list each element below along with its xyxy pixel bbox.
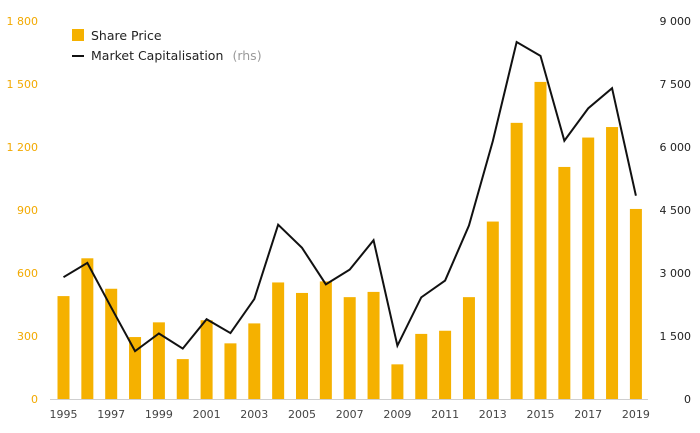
y-right-tick-label: 4 500 — [660, 204, 692, 217]
x-tick-label: 2011 — [431, 408, 459, 421]
bar-share-price-2009 — [391, 364, 404, 399]
y-left-tick-label: 600 — [17, 267, 38, 280]
y-right-tick-label: 7 500 — [660, 78, 692, 91]
y-left-tick-label: 1 500 — [7, 78, 39, 91]
bar-share-price-1999 — [152, 322, 165, 399]
share-price-bars — [57, 81, 642, 400]
y-left-tick-label: 300 — [17, 330, 38, 343]
bar-share-price-2019 — [629, 208, 642, 399]
bar-share-price-2010 — [415, 333, 428, 399]
bar-share-price-2017 — [582, 137, 595, 400]
legend-label-market-cap-note: (rhs) — [232, 48, 261, 63]
legend-label-market-cap: Market Capitalisation (rhs) — [91, 45, 262, 64]
y-left-tick-label: 1 200 — [7, 141, 39, 154]
line-market-capitalisation — [62, 40, 637, 353]
x-axis-labels: 1995 1997 1999 2001 2003 2005 2007 2009 2011 2013… — [50, 408, 650, 421]
x-tick-label: 1995 — [50, 408, 78, 421]
x-tick-label: 1997 — [97, 408, 125, 421]
left-y-axis: 0 300 600 900 1 200 1 500 1 800 — [7, 15, 39, 406]
x-tick-label: 2019 — [622, 408, 650, 421]
x-tick-label: 2015 — [527, 408, 555, 421]
bar-share-price-2008 — [367, 291, 380, 399]
x-tick-label: 1999 — [145, 408, 173, 421]
bar-share-price-2015 — [534, 81, 547, 400]
bar-share-price-1997 — [105, 288, 118, 399]
x-tick-label: 2001 — [193, 408, 221, 421]
bar-share-price-2013 — [486, 221, 499, 399]
bar-share-price-2007 — [343, 297, 356, 399]
bar-share-price-1996 — [81, 258, 94, 399]
y-left-tick-label: 1 800 — [7, 15, 39, 28]
bar-share-price-2005 — [296, 292, 308, 399]
bar-share-price-2014 — [510, 122, 523, 399]
x-tick-label: 2005 — [288, 408, 316, 421]
bar-share-price-1995 — [57, 296, 70, 399]
legend: Share Price Market Capitalisation (rhs) — [72, 28, 262, 64]
x-tick-label: 2013 — [479, 408, 507, 421]
y-left-tick-label: 900 — [17, 204, 38, 217]
bar-share-price-2004 — [272, 282, 285, 399]
bar-share-price-2011 — [439, 330, 452, 399]
market-cap-line — [62, 40, 637, 353]
y-right-tick-label: 9 000 — [660, 15, 692, 28]
y-left-tick-label: 0 — [31, 393, 38, 406]
y-right-tick-label: 6 000 — [660, 141, 692, 154]
bar-share-price-2001 — [200, 320, 213, 399]
bar-share-price-1998 — [129, 337, 142, 399]
bar-share-price-2018 — [606, 127, 619, 400]
right-y-axis: 0 1 500 3 000 4 500 6 000 7 500 9 000 — [660, 15, 692, 406]
bar-share-price-2002 — [224, 343, 237, 399]
bar-share-price-2016 — [558, 166, 571, 399]
legend-swatch-share-price — [72, 29, 84, 41]
x-tick-label: 2009 — [383, 408, 411, 421]
y-right-tick-label: 3 000 — [660, 267, 692, 280]
x-tick-label: 2017 — [574, 408, 602, 421]
legend-label-market-cap-name: Market Capitalisation — [91, 48, 223, 63]
legend-label-share-price: Share Price — [91, 28, 162, 43]
bar-share-price-2012 — [462, 297, 475, 399]
y-right-tick-label: 1 500 — [660, 330, 692, 343]
bar-share-price-2003 — [248, 323, 261, 399]
bar-share-price-2006 — [319, 281, 332, 399]
x-tick-label: 2007 — [336, 408, 364, 421]
y-right-tick-label: 0 — [684, 393, 691, 406]
bar-share-price-2000 — [176, 359, 189, 399]
x-tick-label: 2003 — [240, 408, 268, 421]
